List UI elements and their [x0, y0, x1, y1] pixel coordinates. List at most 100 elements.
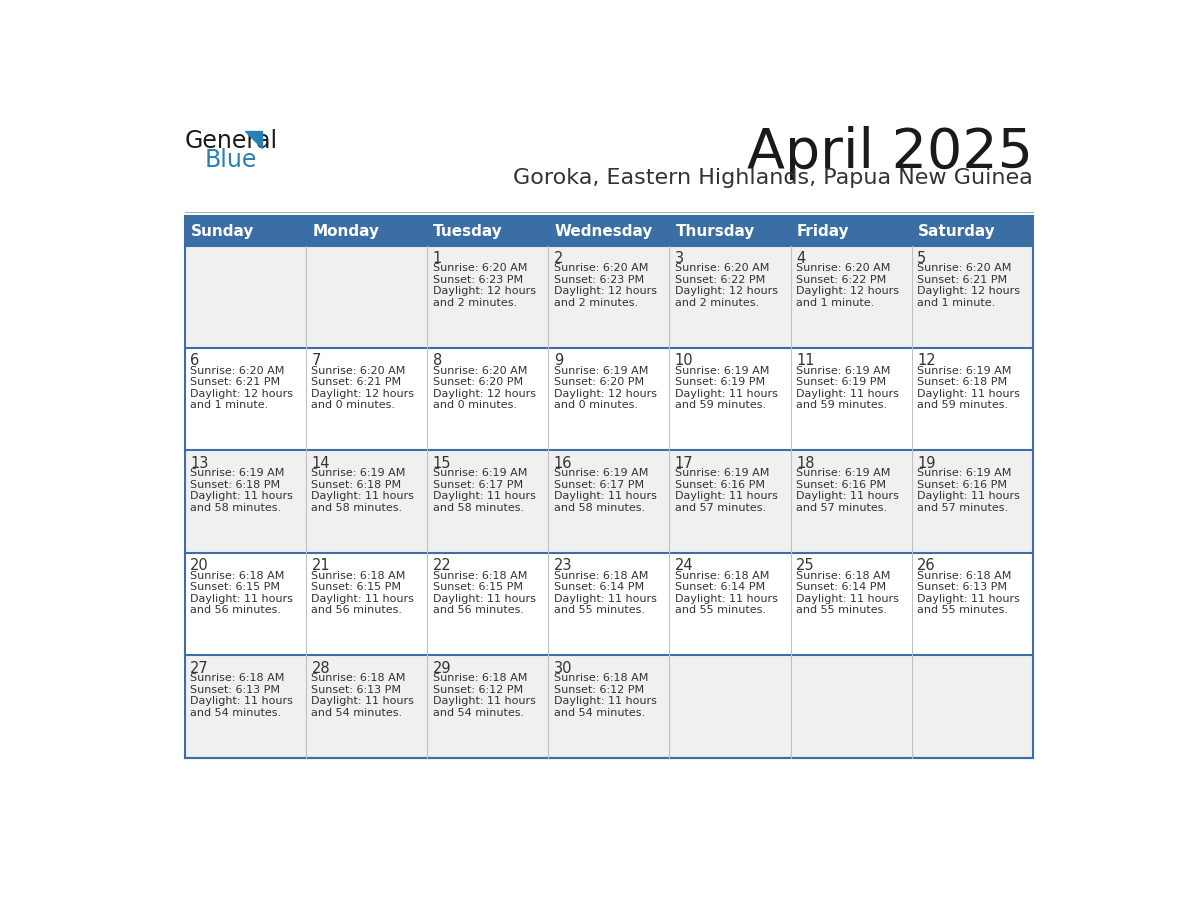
Bar: [185, 246, 1032, 348]
Text: Daylight: 12 hours: Daylight: 12 hours: [311, 389, 415, 399]
Text: Sunset: 6:21 PM: Sunset: 6:21 PM: [311, 377, 402, 387]
Text: Sunrise: 6:18 AM: Sunrise: 6:18 AM: [190, 673, 285, 683]
Text: Sunrise: 6:20 AM: Sunrise: 6:20 AM: [796, 263, 890, 274]
Text: and 59 minutes.: and 59 minutes.: [917, 400, 1009, 410]
Text: and 58 minutes.: and 58 minutes.: [311, 503, 403, 513]
Text: Sunset: 6:22 PM: Sunset: 6:22 PM: [796, 274, 886, 285]
Text: Sunset: 6:21 PM: Sunset: 6:21 PM: [917, 274, 1007, 285]
Text: 19: 19: [917, 456, 936, 471]
Text: Sunset: 6:12 PM: Sunset: 6:12 PM: [554, 685, 644, 695]
Text: 26: 26: [917, 558, 936, 574]
Text: Daylight: 12 hours: Daylight: 12 hours: [190, 389, 293, 399]
Text: and 1 minute.: and 1 minute.: [917, 298, 996, 308]
Text: Saturday: Saturday: [918, 224, 996, 239]
Text: 8: 8: [432, 353, 442, 368]
Text: 24: 24: [675, 558, 694, 574]
Text: Wednesday: Wednesday: [555, 224, 653, 239]
Text: 9: 9: [554, 353, 563, 368]
Text: Goroka, Eastern Highlands, Papua New Guinea: Goroka, Eastern Highlands, Papua New Gui…: [513, 168, 1032, 188]
Text: 2: 2: [554, 251, 563, 266]
Text: Sunrise: 6:19 AM: Sunrise: 6:19 AM: [675, 468, 769, 478]
Text: Sunset: 6:16 PM: Sunset: 6:16 PM: [675, 480, 765, 490]
Text: Sunrise: 6:19 AM: Sunrise: 6:19 AM: [190, 468, 285, 478]
Text: Sunset: 6:19 PM: Sunset: 6:19 PM: [796, 377, 886, 387]
Text: and 54 minutes.: and 54 minutes.: [190, 708, 282, 718]
Text: Thursday: Thursday: [676, 224, 756, 239]
Text: and 54 minutes.: and 54 minutes.: [432, 708, 524, 718]
Text: Daylight: 12 hours: Daylight: 12 hours: [796, 286, 899, 297]
Text: Daylight: 12 hours: Daylight: 12 hours: [917, 286, 1020, 297]
Text: and 58 minutes.: and 58 minutes.: [432, 503, 524, 513]
Text: and 59 minutes.: and 59 minutes.: [675, 400, 766, 410]
Text: and 0 minutes.: and 0 minutes.: [311, 400, 396, 410]
Text: 11: 11: [796, 353, 815, 368]
Text: Sunset: 6:22 PM: Sunset: 6:22 PM: [675, 274, 765, 285]
Bar: [185, 451, 1032, 553]
Text: Sunset: 6:15 PM: Sunset: 6:15 PM: [311, 582, 402, 592]
Text: Daylight: 12 hours: Daylight: 12 hours: [432, 389, 536, 399]
Text: Sunset: 6:23 PM: Sunset: 6:23 PM: [432, 274, 523, 285]
Text: Monday: Monday: [312, 224, 379, 239]
Text: Daylight: 11 hours: Daylight: 11 hours: [675, 389, 778, 399]
Text: Sunset: 6:14 PM: Sunset: 6:14 PM: [554, 582, 644, 592]
Bar: [185, 655, 1032, 757]
Text: Friday: Friday: [797, 224, 849, 239]
Text: and 55 minutes.: and 55 minutes.: [554, 605, 645, 615]
Text: Sunrise: 6:18 AM: Sunrise: 6:18 AM: [311, 571, 406, 580]
Text: Sunset: 6:13 PM: Sunset: 6:13 PM: [311, 685, 402, 695]
Text: 30: 30: [554, 661, 573, 676]
Text: Sunrise: 6:19 AM: Sunrise: 6:19 AM: [554, 365, 649, 375]
Text: Sunset: 6:18 PM: Sunset: 6:18 PM: [917, 377, 1007, 387]
Text: and 0 minutes.: and 0 minutes.: [554, 400, 638, 410]
Text: and 54 minutes.: and 54 minutes.: [554, 708, 645, 718]
Text: Sunset: 6:20 PM: Sunset: 6:20 PM: [432, 377, 523, 387]
Text: Daylight: 11 hours: Daylight: 11 hours: [675, 594, 778, 604]
Text: 7: 7: [311, 353, 321, 368]
Text: Sunrise: 6:19 AM: Sunrise: 6:19 AM: [917, 468, 1011, 478]
Text: Daylight: 12 hours: Daylight: 12 hours: [675, 286, 778, 297]
Text: Daylight: 11 hours: Daylight: 11 hours: [311, 696, 415, 706]
Text: Sunset: 6:12 PM: Sunset: 6:12 PM: [432, 685, 523, 695]
Text: Sunrise: 6:20 AM: Sunrise: 6:20 AM: [190, 365, 285, 375]
Text: and 2 minutes.: and 2 minutes.: [554, 298, 638, 308]
Text: Sunrise: 6:18 AM: Sunrise: 6:18 AM: [554, 673, 649, 683]
Text: Sunrise: 6:19 AM: Sunrise: 6:19 AM: [917, 365, 1011, 375]
Text: Sunset: 6:17 PM: Sunset: 6:17 PM: [432, 480, 523, 490]
Text: and 57 minutes.: and 57 minutes.: [917, 503, 1009, 513]
Text: Sunrise: 6:18 AM: Sunrise: 6:18 AM: [190, 571, 285, 580]
Text: Daylight: 11 hours: Daylight: 11 hours: [917, 594, 1020, 604]
Text: Daylight: 11 hours: Daylight: 11 hours: [432, 594, 536, 604]
Text: Sunset: 6:13 PM: Sunset: 6:13 PM: [190, 685, 280, 695]
Text: Sunrise: 6:18 AM: Sunrise: 6:18 AM: [554, 571, 649, 580]
Text: Daylight: 11 hours: Daylight: 11 hours: [432, 491, 536, 501]
Text: Daylight: 11 hours: Daylight: 11 hours: [554, 594, 657, 604]
Text: Sunrise: 6:18 AM: Sunrise: 6:18 AM: [796, 571, 890, 580]
Text: Tuesday: Tuesday: [434, 224, 503, 239]
Text: Daylight: 11 hours: Daylight: 11 hours: [796, 491, 899, 501]
Text: Sunset: 6:23 PM: Sunset: 6:23 PM: [554, 274, 644, 285]
Text: Sunrise: 6:18 AM: Sunrise: 6:18 AM: [432, 673, 527, 683]
Text: and 2 minutes.: and 2 minutes.: [432, 298, 517, 308]
Text: 1: 1: [432, 251, 442, 266]
Text: Daylight: 11 hours: Daylight: 11 hours: [311, 491, 415, 501]
Text: Daylight: 12 hours: Daylight: 12 hours: [554, 389, 657, 399]
Bar: [185, 553, 1032, 655]
Text: Daylight: 12 hours: Daylight: 12 hours: [554, 286, 657, 297]
Text: Sunrise: 6:20 AM: Sunrise: 6:20 AM: [675, 263, 769, 274]
Text: Daylight: 11 hours: Daylight: 11 hours: [917, 491, 1020, 501]
Text: 6: 6: [190, 353, 200, 368]
Text: and 1 minute.: and 1 minute.: [190, 400, 268, 410]
Text: 29: 29: [432, 661, 451, 676]
Text: Blue: Blue: [206, 148, 258, 172]
Text: Daylight: 11 hours: Daylight: 11 hours: [796, 594, 899, 604]
Text: Sunrise: 6:20 AM: Sunrise: 6:20 AM: [432, 365, 527, 375]
Text: Sunset: 6:20 PM: Sunset: 6:20 PM: [554, 377, 644, 387]
Text: Daylight: 11 hours: Daylight: 11 hours: [675, 491, 778, 501]
Text: Sunset: 6:18 PM: Sunset: 6:18 PM: [311, 480, 402, 490]
Text: 22: 22: [432, 558, 451, 574]
Text: Sunrise: 6:18 AM: Sunrise: 6:18 AM: [432, 571, 527, 580]
Text: Sunrise: 6:19 AM: Sunrise: 6:19 AM: [554, 468, 649, 478]
Text: Daylight: 11 hours: Daylight: 11 hours: [554, 696, 657, 706]
Text: April 2025: April 2025: [747, 126, 1032, 180]
Text: Daylight: 11 hours: Daylight: 11 hours: [796, 389, 899, 399]
